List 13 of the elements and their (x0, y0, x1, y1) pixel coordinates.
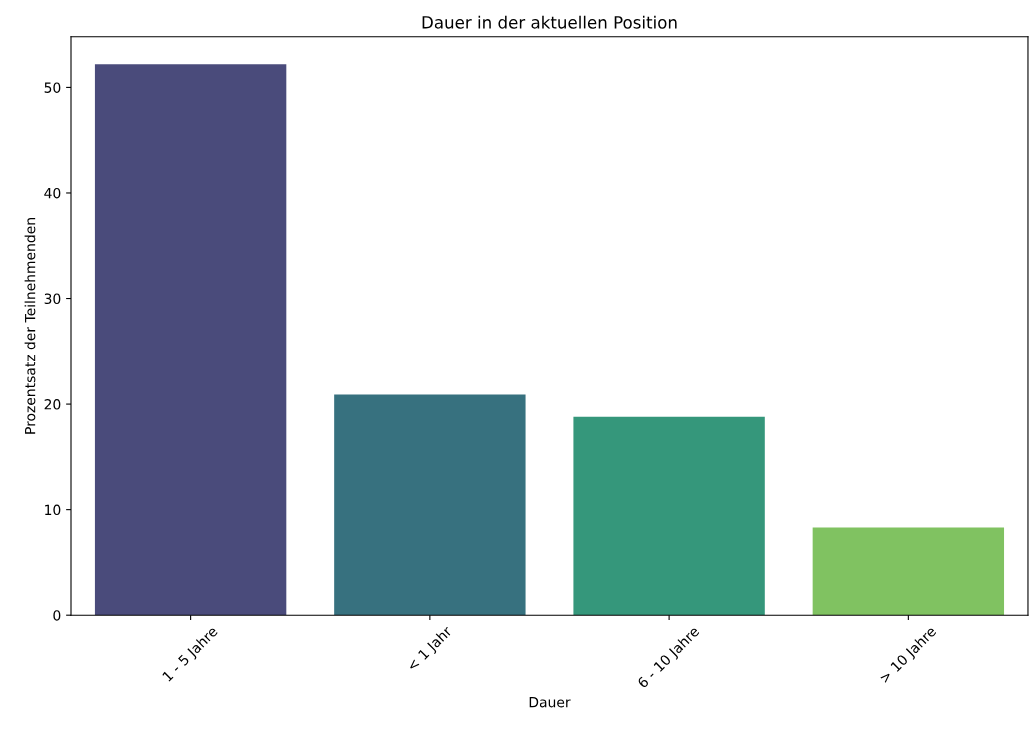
y-tick-label: 10 (45, 504, 61, 516)
x-axis-title: Dauer (529, 697, 571, 708)
y-tick-label: 0 (53, 610, 61, 621)
bar (573, 416, 765, 616)
y-tick-label: 40 (44, 187, 61, 199)
bar (812, 527, 1005, 616)
y-tick-label: 30 (44, 293, 61, 304)
y-tick-label: 20 (44, 399, 61, 410)
bar (334, 394, 526, 616)
bar (94, 64, 287, 616)
y-tick-label: 50 (44, 82, 61, 93)
y-axis-title: Prozentsatz der Teilnehmenden (24, 218, 36, 434)
chart-title: Dauer in der aktuellen Position (422, 15, 677, 29)
